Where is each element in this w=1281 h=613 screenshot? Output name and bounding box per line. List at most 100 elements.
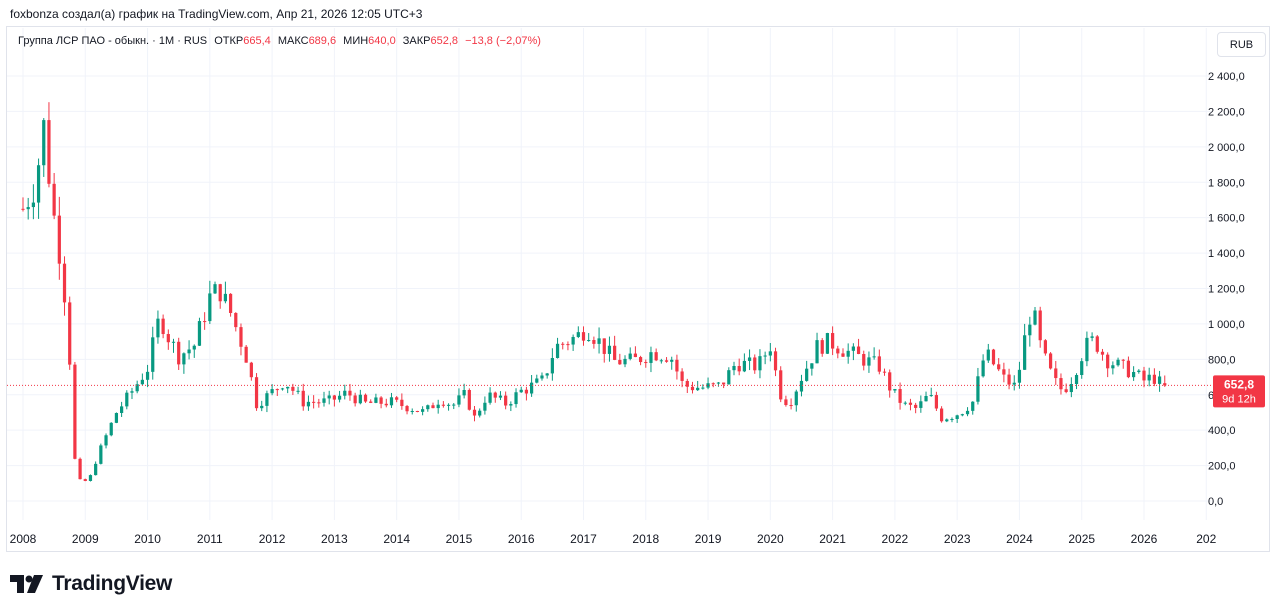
x-tick-label: 2023 — [944, 532, 971, 546]
tradingview-logo-icon — [10, 575, 43, 593]
candle-body — [374, 397, 378, 403]
candle-body — [664, 360, 669, 362]
candle-body — [1137, 370, 1141, 372]
candle-body — [114, 412, 119, 423]
y-tick-label: 400,0 — [1208, 425, 1236, 437]
candle-body — [363, 394, 368, 402]
y-tick-label: 1 800,0 — [1208, 177, 1245, 189]
candle-body — [509, 404, 513, 406]
x-tick-label: 2010 — [134, 532, 161, 546]
candle-body — [706, 383, 710, 388]
candle-body — [161, 318, 165, 335]
candle-body — [312, 401, 316, 403]
candle-body — [151, 337, 155, 372]
y-tick-label: 1 200,0 — [1208, 284, 1245, 296]
candle-body — [519, 389, 523, 393]
y-tick-label: 200,0 — [1208, 461, 1236, 473]
candle-body — [654, 352, 658, 361]
candle-body — [1002, 369, 1006, 375]
candle-body — [1147, 374, 1151, 381]
candle-body — [945, 419, 949, 422]
candle-body — [254, 377, 259, 409]
x-tick-label: 202 — [1196, 532, 1216, 546]
x-tick-label: 2021 — [819, 532, 846, 546]
x-tick-label: 2019 — [695, 532, 722, 546]
candle-body — [607, 345, 612, 354]
candle-body — [773, 351, 778, 371]
candle-body — [1116, 359, 1120, 366]
x-tick-label: 2015 — [446, 532, 473, 546]
candle-body — [986, 349, 990, 361]
candle-body — [384, 403, 388, 406]
candle-body — [275, 389, 279, 391]
candle-body — [908, 402, 913, 405]
candle-body — [815, 340, 819, 364]
candle-body — [514, 392, 518, 405]
candle-body — [265, 393, 269, 406]
candle-body — [343, 390, 347, 396]
candle-body — [291, 386, 295, 391]
price-tag-value: 652,8 — [1224, 377, 1254, 391]
candle-body — [457, 395, 461, 405]
candle-body — [130, 391, 134, 393]
candle-body — [488, 392, 492, 403]
candle-body — [1157, 376, 1162, 384]
candle-body — [836, 348, 840, 354]
candle-body — [862, 354, 866, 366]
candle-body — [1090, 336, 1094, 338]
candle-body — [234, 312, 238, 328]
candle-body — [592, 340, 596, 344]
candle-body — [348, 390, 352, 396]
candle-body — [981, 360, 985, 377]
y-tick-label: 1 400,0 — [1208, 248, 1245, 260]
candle-body — [1017, 369, 1022, 383]
candle-body — [301, 390, 305, 407]
candle-body — [208, 293, 212, 322]
candle-body — [571, 336, 575, 345]
candle-body — [467, 389, 471, 410]
legend-symbol[interactable]: Группа ЛСР ПАО - обыкн. · 1M · RUS — [18, 35, 208, 47]
candle-body — [929, 395, 933, 397]
currency-button[interactable]: RUB — [1217, 32, 1266, 57]
candle-body — [680, 371, 684, 381]
candle-body — [763, 355, 767, 357]
candle-body — [498, 395, 503, 398]
candle-body — [1080, 361, 1084, 375]
candle-body — [353, 395, 357, 404]
x-tick-label: 2008 — [10, 532, 37, 546]
tradingview-logo[interactable]: TradingView — [10, 572, 172, 596]
candle-body — [633, 353, 638, 358]
candle-body — [831, 333, 835, 349]
x-tick-label: 2017 — [570, 532, 597, 546]
candle-body — [753, 357, 757, 371]
candle-body — [389, 397, 394, 406]
candle-body — [1106, 354, 1110, 369]
y-tick-label: 0,0 — [1208, 496, 1223, 508]
candle-body — [94, 463, 98, 476]
candle-body — [260, 405, 264, 409]
y-tick-label: 1 600,0 — [1208, 213, 1245, 225]
candle-body — [171, 341, 176, 343]
tradingview-wordmark: TradingView — [52, 572, 173, 595]
candle-body — [244, 346, 248, 363]
y-tick-label: 1 000,0 — [1208, 319, 1245, 331]
candle-body — [1152, 374, 1156, 384]
price-tag-countdown: 9d 12h — [1222, 393, 1256, 405]
candle-body — [62, 263, 67, 303]
x-tick-label: 2024 — [1006, 532, 1033, 546]
candle-body — [540, 375, 544, 379]
candle-body — [732, 365, 736, 371]
candle-body — [213, 284, 217, 294]
legend-low-value: 640,0 — [368, 35, 396, 47]
candle-body — [939, 408, 944, 422]
candle-body — [1028, 324, 1032, 336]
candle-body — [696, 387, 700, 391]
candle-body — [893, 389, 897, 391]
price-tag — [1213, 375, 1265, 408]
candle-body — [1007, 374, 1011, 385]
candle-body — [197, 321, 202, 346]
candle-body — [1059, 378, 1063, 390]
candle-body — [711, 383, 715, 385]
candle-body — [851, 346, 855, 351]
